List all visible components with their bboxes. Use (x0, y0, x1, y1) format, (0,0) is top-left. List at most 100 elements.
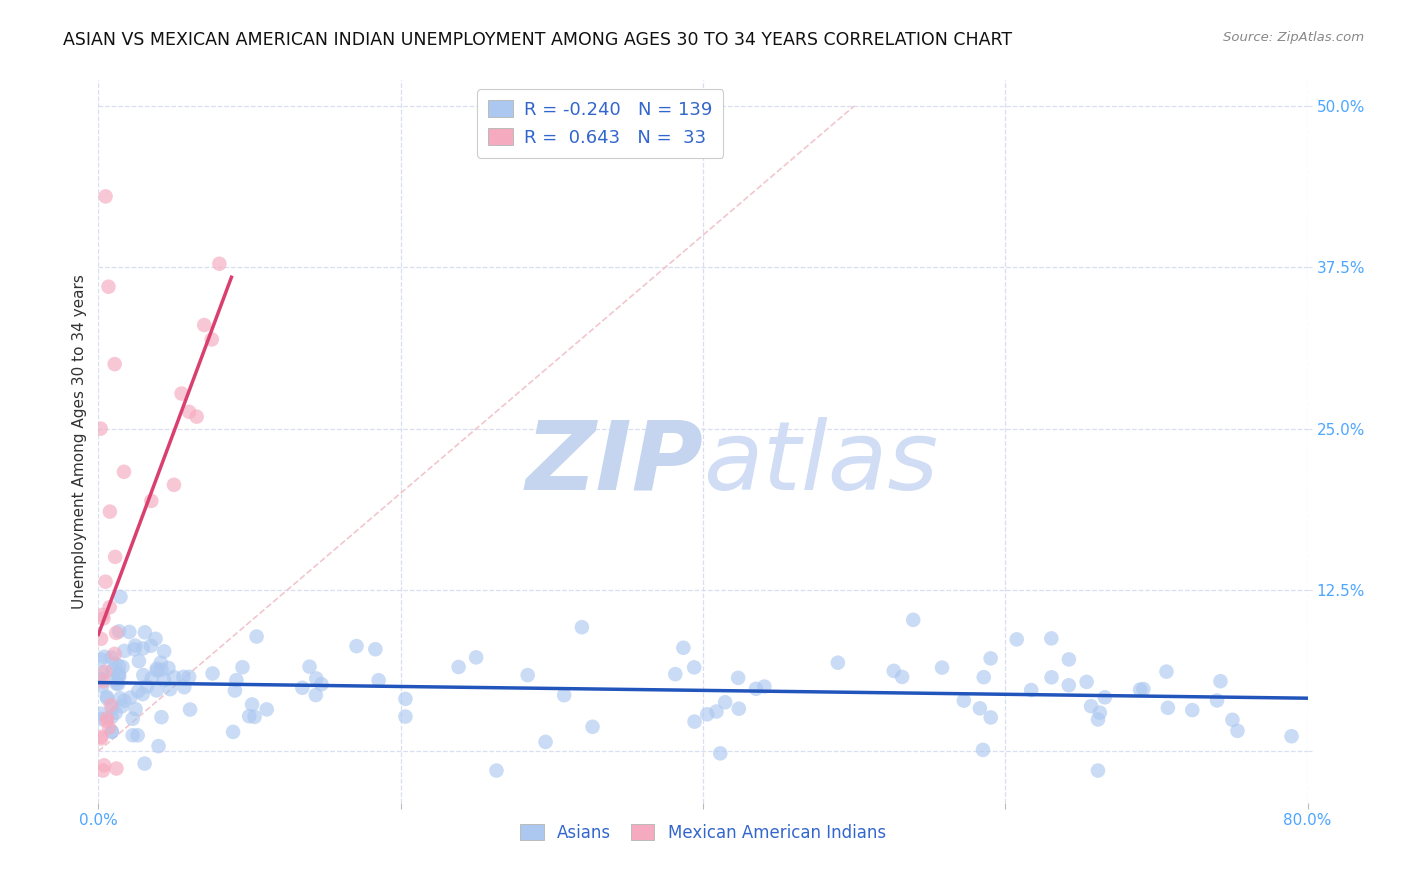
Point (581, 720, 603, 734)
Point (141, 671, 163, 685)
Point (118, 624, 141, 639)
Point (883, 664, 905, 678)
Point (90, 652, 112, 666)
Point (98, 600, 121, 615)
Point (208, 257, 231, 271)
Point (153, 673, 176, 687)
Point (179, 702, 201, 716)
Point (94, 574, 117, 589)
Point (664, 667, 686, 681)
Point (1157, 701, 1180, 715)
Point (1222, 713, 1244, 727)
Point (224, 683, 246, 698)
Point (1226, 723, 1249, 738)
Point (1088, 706, 1111, 720)
Text: Source: ZipAtlas.com: Source: ZipAtlas.com (1223, 31, 1364, 45)
Point (305, 672, 328, 686)
Point (134, 756, 156, 771)
Point (222, 725, 245, 739)
Point (90, 422, 112, 436)
Point (980, 710, 1002, 724)
Point (104, 549, 127, 564)
Point (170, 386, 193, 401)
Point (90, 632, 112, 646)
Point (139, 639, 162, 653)
Point (111, 699, 134, 714)
Point (571, 620, 593, 634)
Point (163, 478, 186, 492)
Point (111, 660, 134, 674)
Point (146, 664, 169, 678)
Point (683, 660, 706, 674)
Point (108, 659, 131, 673)
Point (225, 673, 247, 687)
Point (201, 333, 224, 347)
Point (128, 654, 150, 668)
Point (153, 644, 176, 658)
Point (683, 714, 706, 729)
Point (485, 764, 508, 778)
Text: ASIAN VS MEXICAN AMERICAN INDIAN UNEMPLOYMENT AMONG AGES 30 TO 34 YEARS CORRELAT: ASIAN VS MEXICAN AMERICAN INDIAN UNEMPLO… (63, 31, 1012, 49)
Point (91, 665, 114, 680)
Point (149, 656, 172, 670)
Point (727, 702, 749, 716)
Point (124, 639, 146, 653)
Point (132, 641, 155, 656)
Point (108, 670, 131, 684)
Point (134, 625, 156, 640)
Point (179, 670, 201, 684)
Point (1129, 682, 1152, 697)
Point (173, 680, 195, 694)
Point (745, 681, 768, 696)
Point (98, 721, 121, 735)
Point (901, 613, 924, 627)
Point (305, 688, 328, 702)
Point (364, 642, 387, 657)
Point (1040, 670, 1063, 684)
Point (1076, 674, 1098, 689)
Point (145, 662, 167, 676)
Point (145, 632, 167, 646)
Point (394, 692, 416, 706)
Point (1080, 699, 1102, 714)
Point (291, 681, 314, 695)
Point (127, 728, 149, 742)
Point (973, 670, 995, 684)
Point (1132, 681, 1154, 696)
Point (891, 670, 914, 684)
Point (124, 642, 146, 657)
Point (124, 702, 146, 716)
Point (159, 682, 181, 697)
Point (696, 707, 718, 722)
Point (108, 666, 131, 681)
Point (145, 683, 167, 698)
Point (346, 639, 368, 653)
Point (91, 607, 114, 622)
Point (101, 724, 124, 739)
Point (107, 677, 129, 691)
Point (104, 657, 127, 671)
Point (238, 709, 260, 723)
Point (706, 705, 728, 719)
Point (1281, 729, 1303, 743)
Point (201, 666, 224, 681)
Point (100, 698, 122, 712)
Point (107, 668, 129, 682)
Point (132, 668, 155, 682)
Text: ZIP: ZIP (524, 417, 703, 509)
Point (553, 688, 575, 702)
Point (100, 724, 122, 739)
Point (136, 680, 159, 694)
Point (110, 590, 132, 604)
Point (186, 409, 208, 424)
Point (91, 680, 114, 694)
Point (727, 671, 749, 685)
Point (104, 706, 127, 720)
Point (104, 647, 127, 661)
Point (131, 687, 153, 701)
Point (89, 706, 111, 721)
Point (1156, 665, 1178, 679)
Point (980, 651, 1002, 665)
Text: atlas: atlas (703, 417, 938, 509)
Point (112, 694, 135, 708)
